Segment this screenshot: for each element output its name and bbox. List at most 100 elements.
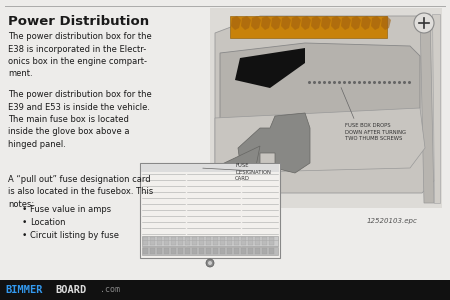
FancyBboxPatch shape <box>357 65 360 83</box>
FancyBboxPatch shape <box>234 248 239 254</box>
FancyBboxPatch shape <box>150 248 155 254</box>
FancyBboxPatch shape <box>382 65 385 83</box>
FancyBboxPatch shape <box>387 65 390 83</box>
Polygon shape <box>381 16 391 30</box>
FancyBboxPatch shape <box>199 237 204 245</box>
FancyBboxPatch shape <box>185 237 190 245</box>
FancyBboxPatch shape <box>213 237 218 245</box>
FancyBboxPatch shape <box>307 65 310 83</box>
FancyBboxPatch shape <box>407 65 410 83</box>
Text: •: • <box>22 231 27 240</box>
Text: The power distribution box for the
E39 and E53 is inside the vehicle.
The main f: The power distribution box for the E39 a… <box>8 90 152 149</box>
Polygon shape <box>271 16 281 30</box>
FancyBboxPatch shape <box>241 248 246 254</box>
Text: A “pull out” fuse designation card
is also located in the fusebox. This
notes:: A “pull out” fuse designation card is al… <box>8 175 153 209</box>
FancyBboxPatch shape <box>171 237 176 245</box>
Polygon shape <box>215 16 437 193</box>
Polygon shape <box>238 113 310 173</box>
FancyBboxPatch shape <box>367 65 370 83</box>
FancyBboxPatch shape <box>206 248 211 254</box>
Polygon shape <box>301 16 311 30</box>
FancyBboxPatch shape <box>164 237 169 245</box>
FancyBboxPatch shape <box>206 237 211 245</box>
Polygon shape <box>432 14 440 203</box>
FancyBboxPatch shape <box>372 65 375 83</box>
FancyBboxPatch shape <box>262 237 267 245</box>
FancyBboxPatch shape <box>164 248 169 254</box>
FancyBboxPatch shape <box>220 237 225 245</box>
Text: The power distribution box for the
E38 is incorporated in the Electr-
onics box : The power distribution box for the E38 i… <box>8 32 152 79</box>
Polygon shape <box>230 16 387 38</box>
Circle shape <box>206 259 214 267</box>
FancyBboxPatch shape <box>269 237 274 245</box>
Polygon shape <box>331 16 341 30</box>
FancyBboxPatch shape <box>317 65 320 83</box>
FancyBboxPatch shape <box>327 65 330 83</box>
FancyBboxPatch shape <box>255 248 260 254</box>
FancyBboxPatch shape <box>262 248 267 254</box>
Polygon shape <box>371 16 381 30</box>
FancyBboxPatch shape <box>171 248 176 254</box>
FancyBboxPatch shape <box>269 248 274 254</box>
FancyBboxPatch shape <box>227 237 232 245</box>
FancyBboxPatch shape <box>143 237 148 245</box>
Polygon shape <box>220 43 420 133</box>
Polygon shape <box>351 16 361 30</box>
Text: Location: Location <box>30 218 66 227</box>
FancyBboxPatch shape <box>352 65 355 83</box>
Text: .com: .com <box>100 286 120 295</box>
Polygon shape <box>281 16 291 30</box>
Text: FUSE
DESIGNATION
CARD: FUSE DESIGNATION CARD <box>235 163 271 181</box>
FancyBboxPatch shape <box>342 65 345 83</box>
FancyBboxPatch shape <box>210 8 442 208</box>
FancyBboxPatch shape <box>397 65 400 83</box>
FancyBboxPatch shape <box>142 236 278 246</box>
Polygon shape <box>218 146 260 186</box>
FancyBboxPatch shape <box>322 65 325 83</box>
Polygon shape <box>361 16 371 30</box>
FancyBboxPatch shape <box>248 237 253 245</box>
FancyBboxPatch shape <box>234 237 239 245</box>
FancyBboxPatch shape <box>140 163 280 258</box>
Polygon shape <box>341 16 351 30</box>
FancyBboxPatch shape <box>178 237 183 245</box>
Text: 12520103.epc: 12520103.epc <box>367 218 418 224</box>
FancyBboxPatch shape <box>255 237 260 245</box>
FancyBboxPatch shape <box>248 248 253 254</box>
Polygon shape <box>215 108 425 173</box>
FancyBboxPatch shape <box>392 65 395 83</box>
FancyBboxPatch shape <box>347 65 350 83</box>
Text: BIMMER: BIMMER <box>5 285 42 295</box>
Polygon shape <box>235 48 305 88</box>
Polygon shape <box>241 16 251 30</box>
Circle shape <box>414 13 434 33</box>
FancyBboxPatch shape <box>185 248 190 254</box>
Polygon shape <box>311 16 321 30</box>
Polygon shape <box>251 16 261 30</box>
Polygon shape <box>231 16 241 30</box>
FancyBboxPatch shape <box>312 65 315 83</box>
Text: •: • <box>22 218 27 227</box>
Text: FUSE BOX DROPS
DOWN AFTER TURNING
TWO THUMB SCREWS: FUSE BOX DROPS DOWN AFTER TURNING TWO TH… <box>345 123 406 141</box>
FancyBboxPatch shape <box>178 248 183 254</box>
FancyBboxPatch shape <box>227 248 232 254</box>
Text: Circuit listing by fuse: Circuit listing by fuse <box>30 231 119 240</box>
Circle shape <box>208 261 212 265</box>
FancyBboxPatch shape <box>402 65 405 83</box>
FancyBboxPatch shape <box>332 65 335 83</box>
FancyBboxPatch shape <box>337 65 340 83</box>
FancyBboxPatch shape <box>142 247 278 255</box>
FancyBboxPatch shape <box>141 164 279 172</box>
Text: Power Distribution: Power Distribution <box>8 15 149 28</box>
FancyBboxPatch shape <box>150 237 155 245</box>
FancyBboxPatch shape <box>241 237 246 245</box>
FancyBboxPatch shape <box>192 248 197 254</box>
FancyBboxPatch shape <box>377 65 380 83</box>
FancyBboxPatch shape <box>220 248 225 254</box>
Text: •: • <box>22 205 27 214</box>
FancyBboxPatch shape <box>0 280 450 300</box>
FancyBboxPatch shape <box>213 248 218 254</box>
FancyBboxPatch shape <box>192 237 197 245</box>
Text: BOARD: BOARD <box>55 285 86 295</box>
Polygon shape <box>291 16 301 30</box>
